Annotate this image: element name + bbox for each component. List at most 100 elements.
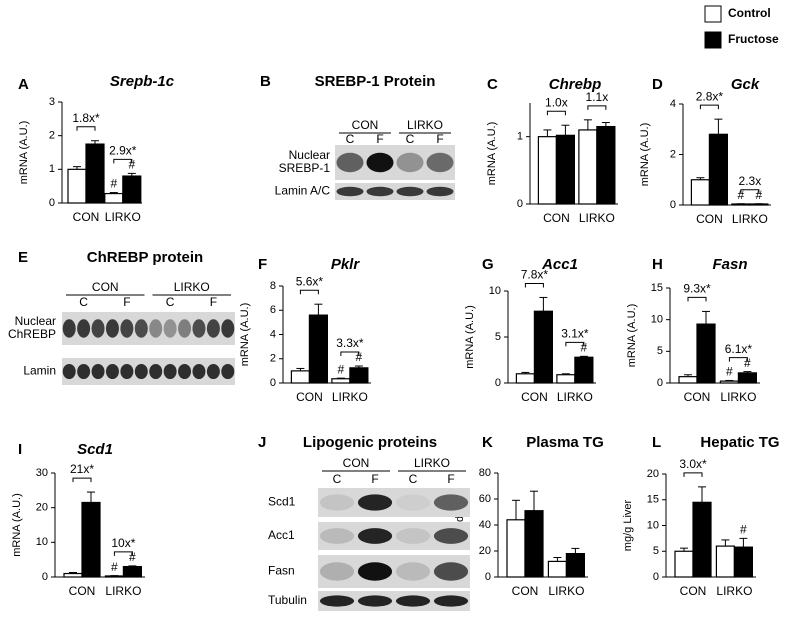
y-tick-label: 1 [49, 163, 55, 175]
fold-label: 2.8x* [696, 89, 724, 103]
blot-band [319, 528, 355, 544]
legend-label: Control [728, 6, 771, 20]
bar [506, 519, 526, 578]
panel-letter: I [18, 441, 22, 458]
y-tick-label: 0 [653, 571, 659, 583]
chart-title: Gck [731, 76, 760, 93]
lane-label: F [447, 472, 454, 486]
row-label: Lamin [23, 364, 56, 378]
row-label: SREBP-1 [279, 161, 331, 175]
bar [331, 378, 351, 384]
bar [290, 370, 310, 384]
y-tick-label: 0 [49, 197, 55, 209]
fold-bracket [699, 104, 719, 110]
blot-band [396, 152, 424, 173]
blot-band [433, 494, 469, 511]
bar [715, 545, 736, 578]
blot-band [91, 363, 105, 380]
bar [556, 374, 576, 384]
y-tick-label: 0 [495, 377, 501, 389]
blot-band [206, 363, 220, 380]
y-tick-label: 20 [36, 502, 48, 514]
y-tick-label: 60 [479, 493, 491, 505]
group-label: LIRKO [407, 118, 443, 132]
blot-band [134, 319, 148, 338]
blot-band [221, 319, 235, 338]
blot-band [426, 186, 454, 197]
blot-band [433, 528, 469, 544]
x-tick-label: LIRKO [105, 584, 141, 598]
lane-label: C [166, 295, 175, 309]
lane-label: F [371, 472, 378, 486]
blot-band [105, 363, 119, 380]
bar [565, 552, 586, 578]
x-tick-label: LIRKO [732, 212, 768, 226]
bar [85, 143, 105, 204]
y-tick-label: 20 [479, 545, 491, 557]
row-label: Fasn [268, 564, 295, 578]
chart-title: Acc1 [541, 256, 578, 273]
y-tick-label: 0 [485, 571, 491, 583]
blot-band [163, 319, 177, 338]
bar [104, 192, 124, 204]
blot-band [357, 595, 393, 607]
blot-band [120, 319, 134, 338]
blot-band [149, 319, 163, 338]
bar [708, 133, 729, 206]
bar [547, 560, 568, 578]
bar [308, 314, 328, 384]
blot-band [120, 363, 134, 380]
bar [674, 550, 694, 578]
bar [349, 367, 369, 384]
fold-label: 2.9x* [109, 144, 137, 158]
legend-label: Fructose [728, 32, 779, 46]
row-label: Acc1 [268, 528, 295, 542]
blot-title: Lipogenic proteins [303, 434, 437, 451]
y-tick-label: 20 [647, 468, 659, 480]
fold-label: 5.6x* [296, 274, 324, 288]
bar [574, 356, 594, 384]
x-tick-label: CON [680, 584, 707, 598]
fold-bracket [683, 472, 703, 477]
chart-title: Fasn [712, 256, 747, 273]
x-tick-label: CON [296, 390, 323, 404]
x-tick-label: LIRKO [720, 390, 756, 404]
chart-title: Srepb-1c [110, 73, 175, 90]
blot-band [221, 363, 235, 380]
blot-band [433, 562, 469, 581]
y-axis-label: mRNA (A.U.) [464, 305, 476, 369]
fold-label: 3.3x* [336, 336, 364, 350]
blot-band [206, 319, 220, 338]
legend-swatch [704, 5, 722, 23]
x-tick-label: LIRKO [579, 211, 615, 225]
blot-band [336, 152, 364, 173]
fold-label: 3.1x* [561, 326, 589, 340]
blot-band [319, 562, 355, 581]
fold-bracket [113, 551, 133, 556]
y-tick-label: 80 [479, 467, 491, 479]
x-tick-label: CON [684, 390, 711, 404]
fold-label: 21x* [70, 462, 94, 476]
chart-title: Scd1 [77, 441, 113, 458]
fold-label: 1.0x [545, 95, 568, 109]
y-tick-label: 40 [479, 519, 491, 531]
panel-letter: F [258, 256, 267, 273]
lane-label: F [376, 132, 383, 146]
panel-letter: A [18, 76, 29, 93]
group-label: LIRKO [414, 456, 450, 470]
blot-band [149, 363, 163, 380]
y-axis-label: mg/g Liver [622, 499, 634, 551]
blot-band [91, 319, 105, 338]
lane-label: C [406, 132, 415, 146]
group-label: LIRKO [174, 280, 210, 294]
chart-title: Hepatic TG [700, 434, 779, 451]
bar [596, 125, 616, 205]
fold-label: 10x* [111, 536, 135, 550]
lane-label: C [333, 472, 342, 486]
blot-band [395, 528, 431, 544]
bar [737, 372, 758, 384]
y-tick-label: 6 [270, 304, 276, 316]
blot-band [134, 363, 148, 380]
significance-mark: # [110, 177, 117, 191]
chart-title: Pklr [331, 256, 361, 273]
